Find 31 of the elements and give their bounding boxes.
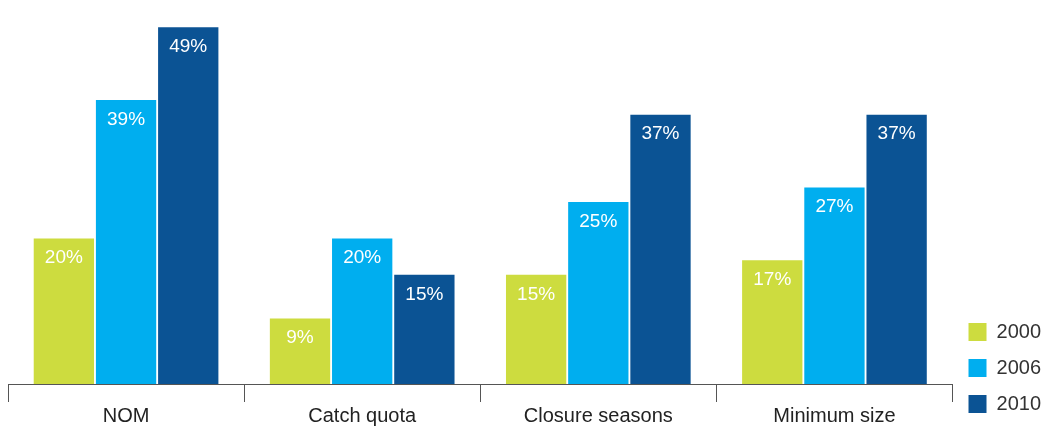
bar [158, 27, 219, 384]
data-label: 37% [641, 122, 680, 144]
bar [866, 114, 927, 384]
data-label: 15% [517, 282, 556, 304]
legend-label: 2010 [996, 391, 1042, 414]
bar [33, 238, 95, 384]
x-tick-label: NOM [102, 403, 150, 426]
data-label: 20% [343, 246, 382, 268]
x-tick-label: Minimum size [773, 403, 896, 426]
legend-label: 2000 [996, 319, 1042, 342]
data-label: 27% [815, 195, 854, 217]
bar [332, 238, 393, 384]
bar [568, 202, 629, 384]
bar [394, 274, 455, 384]
bar [269, 318, 331, 384]
data-label: 20% [44, 246, 83, 268]
bar [95, 100, 157, 384]
bar [505, 274, 567, 384]
data-label: 25% [579, 209, 618, 231]
x-tick-label: Closure seasons [523, 403, 673, 426]
legend-label: 2006 [996, 355, 1042, 378]
bar [804, 187, 865, 384]
bar [630, 114, 691, 384]
bar [742, 260, 803, 384]
data-label: 39% [107, 107, 146, 129]
data-label: 37% [877, 122, 916, 144]
data-label: 9% [286, 326, 314, 348]
data-label: 17% [753, 267, 792, 289]
data-label: 49% [169, 35, 208, 57]
data-label: 15% [405, 282, 444, 304]
x-tick-label: Catch quota [308, 403, 417, 426]
